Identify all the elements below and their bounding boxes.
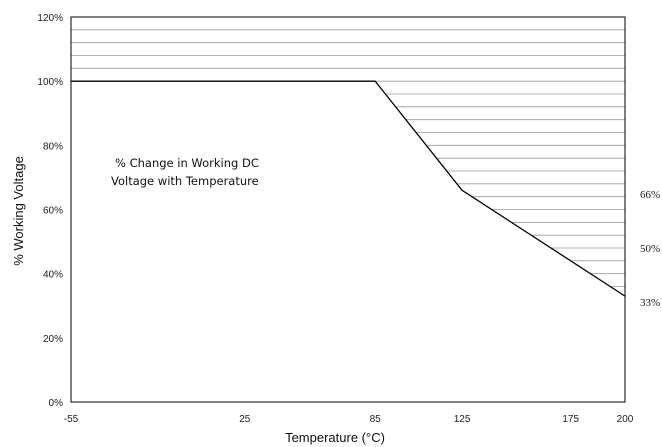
- x-axis-title: Temperature (°C): [285, 430, 385, 445]
- x-tick-label: 200: [617, 414, 634, 425]
- y-tick-label: 0%: [49, 398, 64, 409]
- x-tick-label: 25: [239, 414, 251, 425]
- y-tick-label: 120%: [37, 13, 63, 24]
- annotation-line-2: Voltage with Temperature: [111, 174, 259, 188]
- y-tick-label: 40%: [43, 270, 63, 281]
- y-tick-label: 100%: [37, 77, 63, 88]
- x-axis-ticks: -55 25 85 125 175 200: [64, 414, 634, 425]
- x-tick-label: 125: [454, 414, 471, 425]
- right-label-66: 66%: [640, 189, 660, 201]
- annotation-line-1: % Change in Working DC: [115, 156, 259, 170]
- right-label-33: 33%: [640, 297, 660, 309]
- y-tick-label: 80%: [43, 141, 63, 152]
- plot-frame: [70, 16, 626, 403]
- x-tick-label: 175: [562, 414, 579, 425]
- x-tick-label: -55: [64, 414, 79, 425]
- x-tick-label: 85: [370, 414, 382, 425]
- y-tick-label: 20%: [43, 334, 63, 345]
- y-axis-title: % Working Voltage: [11, 156, 26, 266]
- y-axis-ticks: 0% 20% 40% 60% 80% 100% 120%: [37, 13, 63, 409]
- series-line: [71, 80, 626, 297]
- y-tick-label: 60%: [43, 206, 63, 217]
- right-label-50: 50%: [640, 243, 660, 255]
